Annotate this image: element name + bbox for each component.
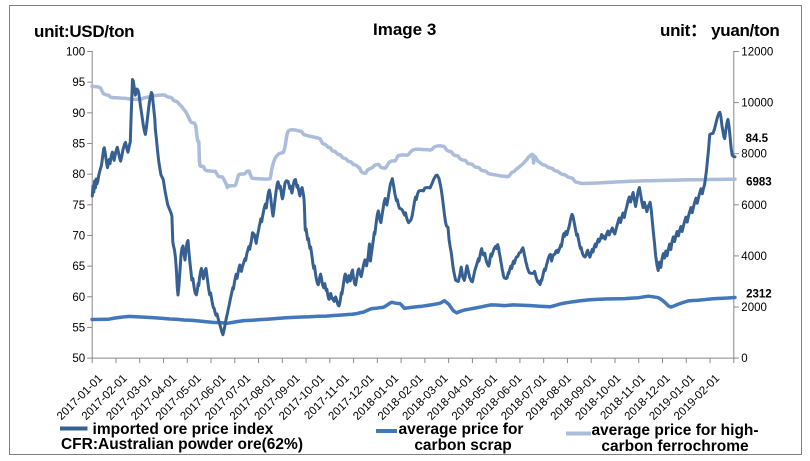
svg-text:50: 50 [72, 353, 85, 365]
svg-text:100: 100 [66, 47, 85, 59]
svg-text:8000: 8000 [741, 149, 767, 161]
svg-text:80: 80 [72, 169, 85, 181]
svg-text:6000: 6000 [741, 200, 767, 212]
svg-text:95: 95 [72, 77, 85, 89]
svg-text:60: 60 [72, 292, 85, 304]
svg-text:average price for high-: average price for high- [591, 422, 758, 439]
svg-text:unit:USD/ton: unit:USD/ton [34, 22, 134, 41]
svg-text:average price for: average price for [399, 421, 524, 438]
svg-text:70: 70 [72, 231, 85, 243]
svg-text:0: 0 [741, 353, 747, 365]
svg-text:4000: 4000 [741, 251, 767, 263]
svg-text:carbon ferrochrome: carbon ferrochrome [601, 438, 749, 455]
svg-text:84.5: 84.5 [746, 133, 769, 145]
svg-text:85: 85 [72, 139, 85, 151]
svg-text:unit： yuan/ton: unit： yuan/ton [660, 21, 780, 40]
svg-text:75: 75 [72, 200, 85, 212]
svg-text:55: 55 [72, 322, 85, 334]
svg-text:imported ore price index: imported ore price index [93, 421, 274, 438]
svg-text:6983: 6983 [746, 177, 772, 189]
svg-text:90: 90 [72, 108, 85, 120]
svg-text:12000: 12000 [741, 47, 773, 59]
svg-text:65: 65 [72, 261, 85, 273]
svg-text:2312: 2312 [746, 289, 772, 301]
svg-text:10000: 10000 [741, 98, 773, 110]
svg-text:Image 3: Image 3 [373, 20, 436, 39]
svg-text:2000: 2000 [741, 302, 767, 314]
svg-text:carbon scrap: carbon scrap [414, 437, 511, 454]
svg-text:CFR:Australian powder ore(62%): CFR:Australian powder ore(62%) [61, 436, 303, 453]
